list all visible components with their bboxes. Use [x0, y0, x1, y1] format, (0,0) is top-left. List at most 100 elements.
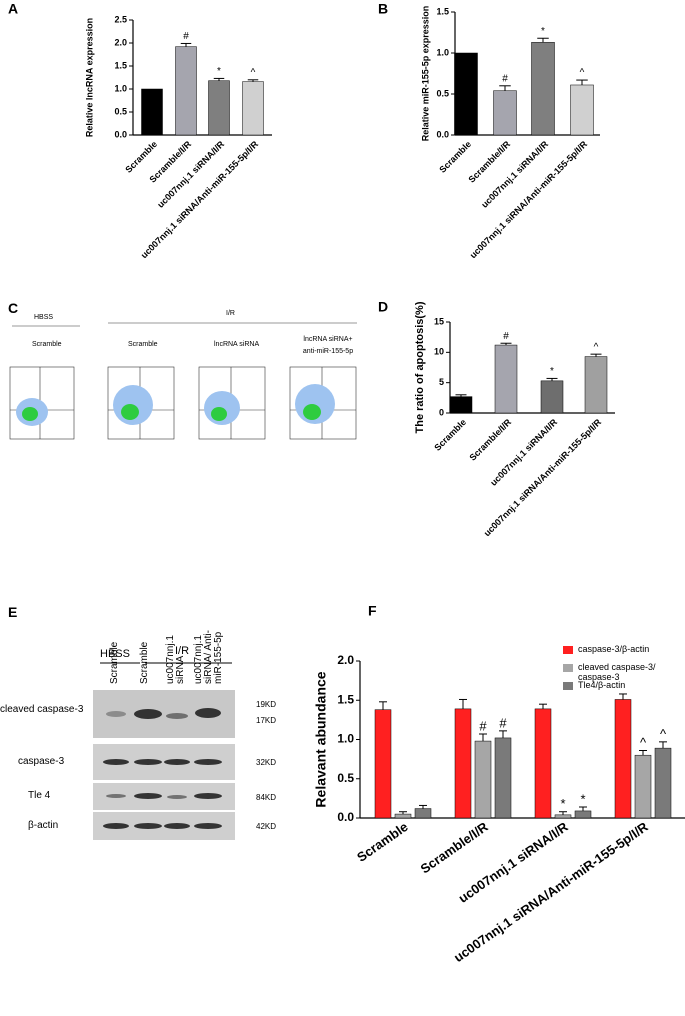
group-label: HBSS	[34, 314, 54, 321]
row-label: cleaved caspase-3	[0, 704, 84, 715]
annotation: *	[560, 796, 565, 811]
bar	[474, 740, 492, 819]
annotation: ^	[640, 735, 647, 750]
x-tick-label: Scramble	[123, 139, 159, 175]
size-label: 17KD	[256, 716, 277, 725]
panel-letter: B	[378, 1, 388, 17]
annotation: #	[502, 73, 508, 84]
group-label: I/R	[175, 645, 190, 657]
legend-swatch	[563, 664, 573, 672]
annotation: ^	[594, 342, 599, 353]
bar	[493, 90, 517, 136]
y-axis-label: The ratio of apoptosis(%)	[414, 301, 426, 433]
x-tick-label: uc007nnj.1 siRNA/Anti-miR-155-5p/I/R	[139, 139, 261, 261]
annotation: #	[499, 715, 507, 730]
band	[194, 823, 222, 829]
x-tick-label: Scramble/I/R	[418, 819, 492, 877]
bar	[414, 808, 432, 819]
y-tick-label: 10	[434, 347, 444, 357]
panel-letter: F	[368, 603, 377, 619]
annotation: ^	[660, 726, 667, 741]
annotation: ^	[580, 68, 585, 79]
legend-swatch	[563, 682, 573, 690]
size-label: 19KD	[256, 700, 277, 709]
band	[194, 759, 222, 765]
y-axis-label: Relavant abundance	[313, 671, 329, 807]
band	[166, 713, 188, 719]
blot	[93, 662, 235, 840]
x-tick-label: Scramble	[437, 139, 473, 175]
size-label: 32KD	[256, 758, 277, 767]
annotation: *	[580, 791, 585, 806]
band	[164, 759, 190, 765]
annotation: ^	[251, 67, 256, 78]
plot-title: Scramble	[32, 341, 62, 348]
legend-swatch	[563, 646, 573, 654]
band	[103, 759, 129, 765]
annotation: *	[217, 66, 221, 77]
lane-label: Scramble	[139, 641, 150, 684]
y-tick-label: 2.0	[114, 37, 127, 47]
band	[134, 793, 162, 799]
x-tick-label: Scramble	[432, 417, 468, 453]
x-tick-label: uc007nnj.1 siRNA/I/R	[479, 139, 550, 210]
bar	[454, 52, 478, 136]
dots	[22, 407, 38, 421]
lane-label: Scramble	[109, 641, 120, 684]
bar	[454, 708, 472, 819]
annotation: #	[479, 718, 487, 733]
band	[167, 795, 187, 799]
band	[106, 711, 126, 717]
row-label: caspase-3	[18, 756, 65, 767]
flow-plot	[107, 366, 175, 440]
plot-title: lncRNA siRNA	[214, 341, 260, 348]
bar	[141, 88, 163, 136]
band	[134, 759, 162, 765]
flow-plot	[198, 366, 266, 440]
flow-plot	[289, 366, 357, 440]
y-tick-label: 0.5	[337, 771, 354, 785]
dots	[211, 407, 227, 421]
y-tick-label: 0.0	[436, 129, 449, 139]
bar	[494, 737, 512, 819]
y-tick-label: 1.0	[436, 47, 449, 57]
bar	[540, 380, 564, 414]
legend-label: caspase-3/β-actin	[578, 644, 650, 654]
bar	[614, 699, 632, 819]
bar	[574, 810, 592, 819]
band	[103, 823, 129, 829]
y-tick-label: 2.5	[114, 14, 127, 24]
y-tick-label: 1.5	[436, 6, 449, 16]
bar	[584, 356, 608, 414]
dots	[121, 404, 139, 420]
flow-plots	[9, 322, 357, 440]
lane-label: uc007nnj.1 siRNA/ Anti-miR-155-5p	[193, 630, 224, 684]
y-tick-label: 1.0	[114, 83, 127, 93]
row-label: Tle 4	[28, 790, 51, 801]
panel-letter: C	[8, 300, 19, 316]
bar	[494, 344, 518, 414]
plot-title: lncRNA siRNA+ anti-miR-155-5p	[302, 336, 354, 355]
flow-plot	[9, 366, 75, 440]
y-tick-label: 0.5	[436, 88, 449, 98]
y-tick-label: 1.5	[337, 692, 354, 706]
bar	[208, 80, 230, 136]
band	[164, 823, 190, 829]
y-tick-label: 0.5	[114, 106, 127, 116]
size-label: 84KD	[256, 793, 277, 802]
y-tick-label: 5	[439, 377, 444, 387]
band	[134, 823, 162, 829]
y-tick-label: 0.0	[114, 129, 127, 139]
bar	[374, 709, 392, 819]
band	[195, 708, 221, 718]
x-tick-label: Scramble	[354, 819, 411, 865]
y-tick-label: 0	[439, 407, 444, 417]
annotation: #	[183, 31, 189, 42]
group-label: HBSS	[100, 648, 130, 660]
legend-label: Tle4/β-actin	[578, 680, 626, 690]
y-tick-label: 0.0	[337, 810, 354, 824]
y-axis-label: Relative lncRNA expression	[84, 18, 94, 137]
bar	[175, 46, 197, 136]
bar	[554, 814, 572, 819]
